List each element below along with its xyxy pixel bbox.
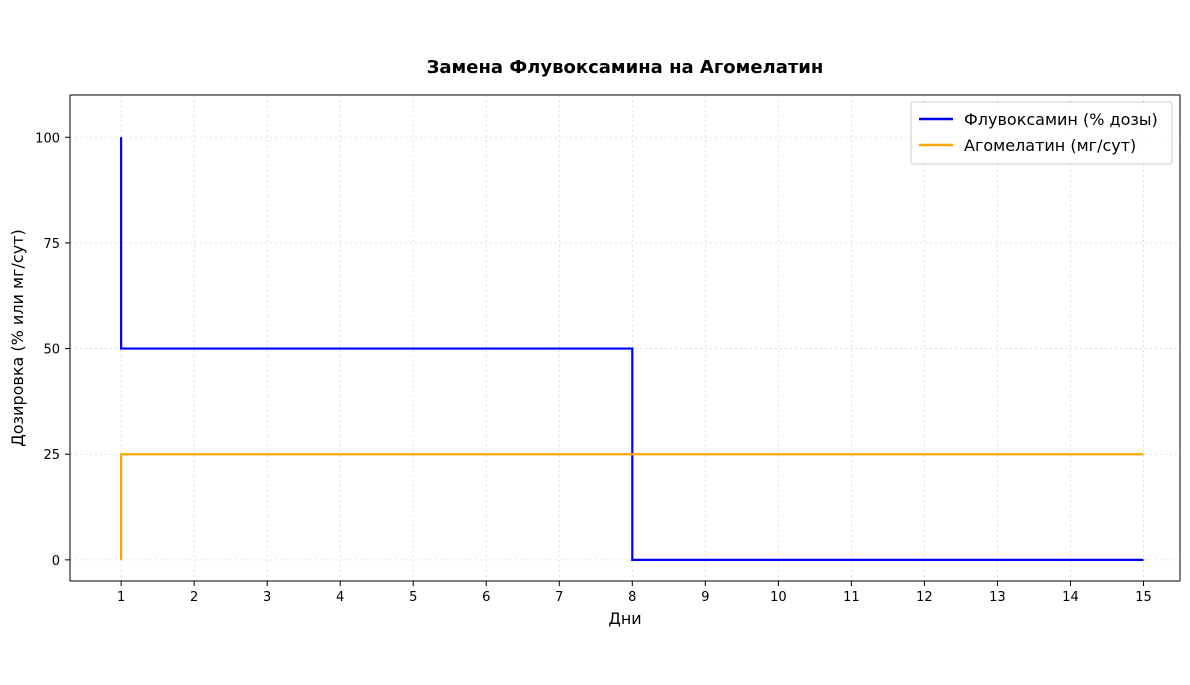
- x-tick-label: 6: [482, 590, 490, 605]
- x-tick-label: 11: [843, 590, 860, 605]
- x-tick-label: 14: [1062, 590, 1079, 605]
- y-tick-label: 0: [52, 554, 60, 569]
- y-tick-label: 100: [35, 131, 60, 146]
- chart-title: Замена Флувоксамина на Агомелатин: [427, 57, 824, 78]
- y-tick-label: 50: [43, 343, 60, 358]
- x-tick-label: 10: [770, 590, 787, 605]
- y-axis-label: Дозировка (% или мг/сут): [8, 229, 27, 446]
- x-axis: 1 2 3 4 5 6 7 8 9 10 11 12 13 14 15: [117, 581, 1152, 605]
- x-tick-label: 5: [409, 590, 417, 605]
- legend-label: Флувоксамин (% дозы): [964, 110, 1158, 129]
- series-line-1: [120, 453, 1144, 560]
- x-tick-label: 1: [117, 590, 125, 605]
- series-layer: [120, 137, 1144, 561]
- x-tick-label: 13: [989, 590, 1006, 605]
- legend-box: [910, 101, 1173, 165]
- legend: Флувоксамин (% дозы) Агомелатин (мг/сут): [910, 101, 1173, 165]
- x-tick-label: 4: [336, 590, 344, 605]
- x-tick-label: 8: [628, 590, 636, 605]
- y-axis: 0 25 50 75 100: [35, 131, 70, 569]
- x-tick-label: 15: [1135, 590, 1152, 605]
- legend-label: Агомелатин (мг/сут): [964, 136, 1136, 155]
- x-axis-label: Дни: [608, 609, 641, 628]
- plot-frame: [69, 94, 1181, 582]
- x-tick-label: 7: [555, 590, 563, 605]
- x-tick-label: 3: [263, 590, 271, 605]
- grid: [70, 95, 1180, 581]
- x-tick-label: 12: [916, 590, 933, 605]
- x-tick-label: 2: [190, 590, 198, 605]
- y-tick-label: 25: [43, 448, 60, 463]
- y-tick-label: 75: [43, 237, 60, 252]
- x-tick-label: 9: [701, 590, 709, 605]
- series-line-0: [120, 137, 1144, 561]
